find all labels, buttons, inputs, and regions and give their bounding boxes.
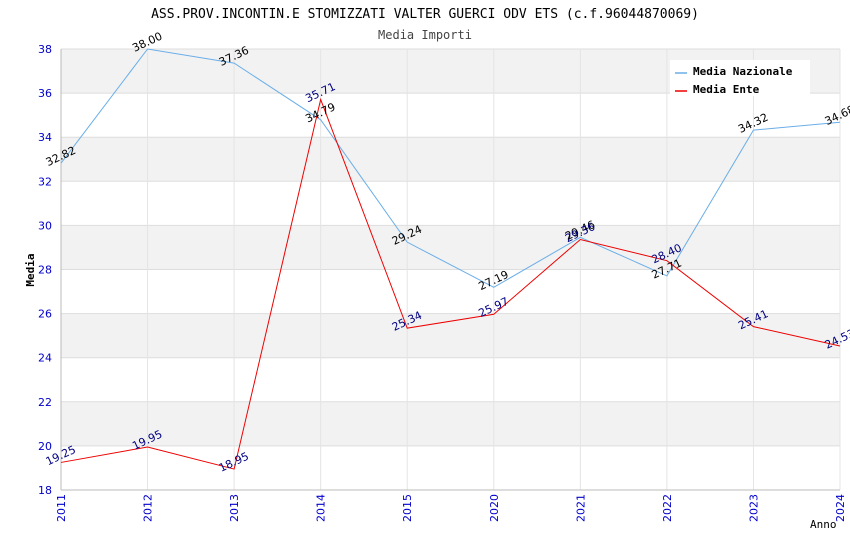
y-tick-labels: 18 20 22 24 26 28 30 32 34 36 38 xyxy=(38,43,52,497)
y-tick-label: 26 xyxy=(38,308,52,321)
legend-label-nazionale: Media Nazionale xyxy=(693,65,793,78)
axes xyxy=(60,49,840,491)
plot-band xyxy=(61,445,840,490)
x-tick-label: 2014 xyxy=(315,494,328,522)
y-tick-label: 20 xyxy=(38,440,52,453)
y-tick-label: 36 xyxy=(38,87,52,100)
y-tick-label: 32 xyxy=(38,175,52,188)
series-line-ente xyxy=(60,97,841,470)
plot-band xyxy=(61,137,840,182)
plot-band xyxy=(61,313,840,358)
series-lines xyxy=(60,48,841,470)
x-axis-label: Anno xyxy=(810,518,837,531)
x-tick-label: 2021 xyxy=(574,494,587,522)
y-axis-label: Media xyxy=(24,253,37,286)
legend-label-ente: Media Ente xyxy=(693,83,760,96)
x-tick-labels: 2011 2012 2013 2014 2015 2020 2021 2022 2023 2024 xyxy=(55,494,847,522)
x-tick-label: 2023 xyxy=(747,494,760,522)
y-tick-label: 30 xyxy=(38,219,52,232)
plot-band xyxy=(61,225,840,270)
y-tick-label: 22 xyxy=(38,396,52,409)
y-tick-label: 24 xyxy=(38,352,52,365)
x-tick-label: 2024 xyxy=(834,494,847,522)
y-tick-label: 18 xyxy=(38,484,52,497)
plot-band xyxy=(61,401,840,446)
plot-band xyxy=(61,93,840,138)
y-tick-label: 28 xyxy=(38,264,52,277)
plot-bands xyxy=(61,49,840,490)
legend: Media Nazionale Media Ente xyxy=(670,60,810,96)
y-tick-label: 38 xyxy=(38,43,52,56)
plot-band xyxy=(61,269,840,314)
x-tick-label: 2011 xyxy=(55,494,68,522)
x-tick-label: 2022 xyxy=(661,494,674,522)
y-tick-label: 34 xyxy=(38,131,52,144)
chart-title: ASS.PROV.INCONTIN.E STOMIZZATI VALTER GU… xyxy=(151,7,699,22)
x-tick-label: 2013 xyxy=(228,494,241,522)
plot-band xyxy=(61,181,840,226)
series-line-nazionale xyxy=(60,48,841,288)
x-tick-label: 2015 xyxy=(401,494,414,522)
legend-box xyxy=(670,60,810,96)
plot-band xyxy=(61,357,840,402)
chart-subtitle: Media Importi xyxy=(378,28,472,42)
x-tick-label: 2020 xyxy=(488,494,501,522)
x-tick-label: 2012 xyxy=(142,494,155,522)
